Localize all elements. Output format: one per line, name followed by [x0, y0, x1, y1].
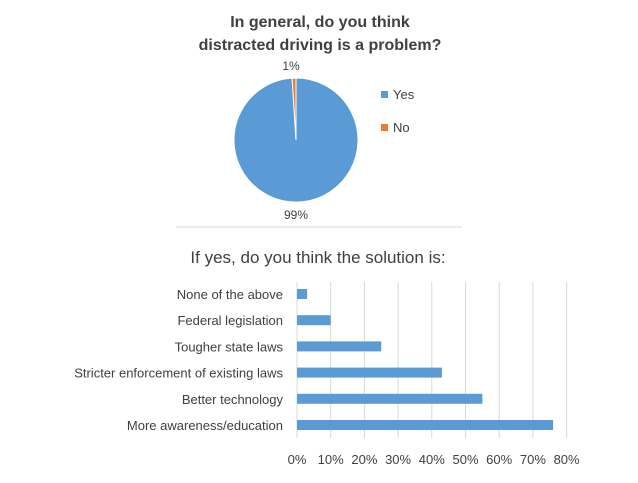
category-label: Better technology [182, 392, 284, 407]
legend-label-yes: Yes [393, 87, 415, 102]
bar-bars [297, 289, 554, 430]
pie-slices [233, 77, 359, 203]
category-label: More awareness/education [127, 418, 283, 433]
bar-category-labels: None of the above Federal legislation Toug… [74, 287, 283, 433]
x-tick-label: 70% [520, 452, 546, 467]
bar [297, 289, 308, 299]
pie-data-label-no: 1% [282, 59, 300, 73]
bar-chart: If yes, do you think the solution is: No… [74, 248, 580, 467]
bar [297, 393, 483, 404]
pie-slice-no [291, 77, 297, 141]
category-label: None of the above [177, 287, 283, 302]
x-tick-label: 20% [351, 452, 377, 467]
bar [297, 341, 382, 352]
bar [297, 420, 554, 430]
pie-chart: In general, do you think distracted driv… [176, 14, 462, 228]
pie-title-line-1: In general, do you think [230, 14, 410, 31]
x-tick-label: 80% [554, 452, 580, 467]
bar-gridlines [296, 282, 568, 438]
bar-tick-labels: 0% 10% 20% 30% 40% 50% 60% 70% 80% [288, 452, 580, 467]
pie-legend: Yes No [381, 87, 415, 135]
pie-data-label-yes: 99% [284, 208, 308, 222]
x-tick-label: 40% [419, 452, 445, 467]
x-tick-label: 0% [288, 452, 307, 467]
bar-title: If yes, do you think the solution is: [190, 248, 445, 267]
legend-label-no: No [393, 120, 410, 135]
legend-swatch-no [381, 124, 388, 131]
category-label: Stricter enforcement of existing laws [74, 366, 283, 381]
category-label: Federal legislation [177, 313, 283, 328]
bar [297, 367, 442, 378]
x-tick-label: 50% [452, 452, 478, 467]
category-label: Tougher state laws [175, 339, 284, 354]
legend-swatch-yes [381, 91, 388, 98]
x-tick-label: 60% [486, 452, 512, 467]
pie-title-line-2: distracted driving is a problem? [199, 37, 442, 54]
x-tick-label: 30% [385, 452, 411, 467]
bar [297, 315, 331, 326]
x-tick-label: 10% [318, 452, 344, 467]
